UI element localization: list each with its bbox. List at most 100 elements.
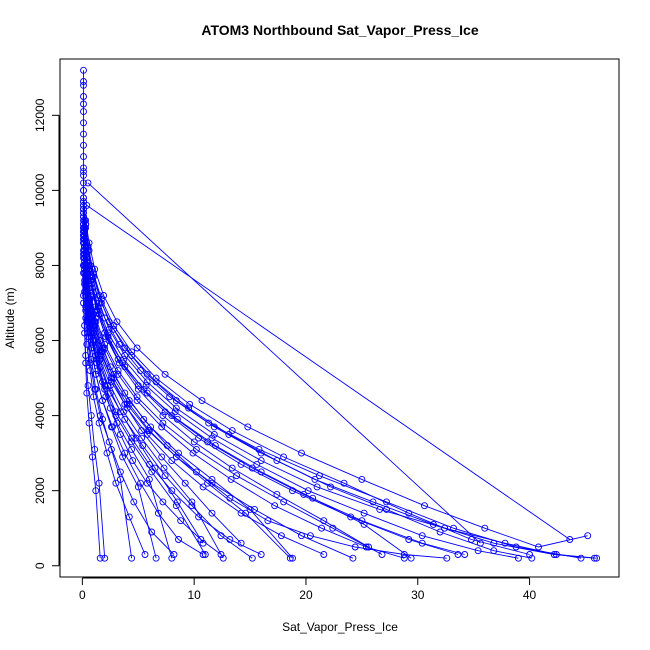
data-point: [418, 539, 426, 547]
data-point: [133, 344, 141, 352]
data-point: [481, 524, 489, 532]
data-point: [144, 427, 152, 435]
y-tick-label: 4000: [33, 402, 47, 429]
data-point: [95, 479, 103, 487]
data-point: [227, 475, 235, 483]
data-point: [130, 498, 138, 506]
data-point: [376, 505, 384, 513]
data-point: [88, 273, 96, 281]
data-point: [94, 307, 102, 314]
profile-line: [83, 250, 204, 555]
data-point: [86, 359, 94, 367]
data-point: [145, 475, 153, 483]
data-point: [123, 404, 131, 412]
data-point: [436, 528, 444, 536]
profile-line: [83, 265, 146, 555]
data-point: [83, 318, 91, 326]
data-point: [253, 460, 261, 468]
data-point: [142, 382, 150, 390]
data-point: [340, 479, 348, 487]
data-point: [273, 490, 281, 498]
data-point: [82, 359, 90, 367]
data-point: [99, 397, 106, 405]
data-point: [84, 179, 92, 187]
data-point: [121, 363, 129, 371]
data-point: [320, 551, 328, 558]
data-point: [96, 554, 104, 562]
data-point: [80, 164, 87, 172]
data-point: [528, 554, 536, 562]
x-tick-label: 0: [79, 588, 86, 602]
data-point: [154, 509, 162, 517]
data-point: [129, 457, 137, 465]
data-point: [173, 415, 181, 423]
data-point: [171, 408, 179, 416]
data-point: [80, 119, 87, 127]
data-point: [271, 502, 279, 510]
data-point: [421, 502, 428, 510]
data-point: [81, 254, 89, 262]
data-point: [104, 382, 112, 390]
profile-line: [83, 227, 242, 544]
y-tick-label: 8000: [33, 252, 47, 279]
profile-line: [83, 235, 204, 544]
data-point: [181, 479, 189, 487]
y-tick-label: 6000: [33, 327, 47, 354]
data-point: [443, 554, 451, 562]
y-axis-label: Altitude (m): [3, 287, 17, 348]
data-point: [226, 494, 234, 502]
data-point: [450, 524, 457, 532]
data-point: [383, 505, 390, 513]
data-point: [228, 464, 236, 472]
profile-line: [86, 205, 571, 540]
data-point: [257, 551, 265, 558]
profile-31: [84, 179, 484, 547]
data-point: [105, 325, 113, 333]
data-point: [257, 457, 265, 465]
data-point: [80, 168, 87, 176]
data-point: [159, 419, 167, 427]
data-point: [138, 427, 146, 435]
data-point: [121, 449, 129, 457]
data-point: [116, 468, 124, 476]
profile-line: [83, 201, 530, 555]
data-point: [85, 303, 93, 311]
data-point: [233, 472, 241, 480]
data-point: [121, 400, 129, 408]
data-point: [593, 554, 601, 562]
data-point: [83, 277, 91, 284]
data-point: [107, 374, 115, 382]
data-point: [400, 551, 408, 558]
data-point: [199, 539, 207, 547]
data-point: [208, 475, 216, 483]
data-point: [248, 464, 256, 472]
data-point: [80, 141, 87, 149]
data-point: [158, 423, 166, 431]
data-point: [170, 551, 178, 558]
data-point: [91, 322, 99, 329]
data-point: [204, 438, 212, 446]
y-tick-label: 0: [33, 562, 47, 569]
data-point: [300, 490, 308, 498]
data-point: [211, 442, 219, 450]
data-point: [257, 449, 265, 457]
profile-36: [80, 224, 245, 547]
data-point: [80, 205, 87, 213]
data-point: [152, 374, 160, 382]
data-point: [128, 348, 136, 356]
data-point: [87, 325, 95, 333]
data-point: [199, 551, 207, 558]
data-point: [82, 216, 90, 224]
data-point: [467, 536, 475, 543]
data-point: [80, 81, 87, 89]
data-point: [313, 483, 321, 491]
data-point: [92, 370, 100, 378]
data-point: [177, 517, 185, 525]
data-point: [360, 509, 368, 517]
data-point: [168, 554, 176, 562]
data-point: [119, 359, 127, 367]
data-point: [172, 404, 180, 412]
data-point: [80, 231, 87, 239]
data-point: [158, 453, 166, 461]
